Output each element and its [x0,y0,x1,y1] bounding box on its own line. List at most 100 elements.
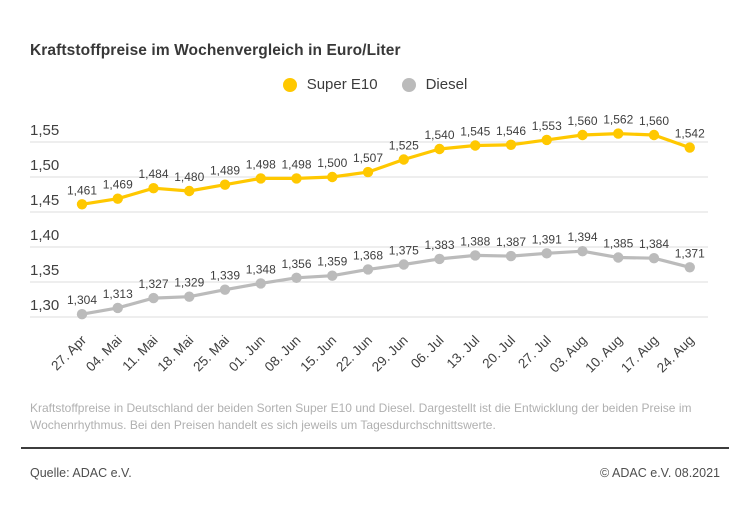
data-point [470,140,481,151]
y-axis-tick: 1,50 [30,157,59,174]
legend-item-diesel: Diesel [401,76,468,93]
x-axis-tick: 15. Jun [297,333,339,375]
data-label: 1,484 [138,167,168,181]
x-axis-tick: 06. Jul [408,333,447,372]
x-axis-tick: 22. Jun [333,333,375,375]
data-label: 1,545 [460,125,490,139]
data-point [327,270,338,281]
data-point [505,250,517,262]
x-axis-tick: 17. Aug [618,333,661,376]
data-point [684,142,695,153]
data-point [398,259,409,270]
data-label: 1,356 [281,257,311,271]
data-point [291,173,302,184]
source-text: Quelle: ADAC e.V. [30,466,132,480]
data-label: 1,339 [210,269,240,283]
data-label: 1,371 [675,246,705,260]
data-point [613,128,624,139]
x-axis-tick: 27. Apr [48,332,89,373]
data-label: 1,507 [353,151,383,165]
data-label: 1,553 [532,119,562,133]
x-axis-tick: 24. Aug [654,333,697,376]
y-axis-tick: 1,35 [30,262,59,279]
data-label: 1,498 [246,157,276,171]
data-point [362,264,374,275]
x-axis-tick: 29. Jun [369,333,411,375]
data-point [148,183,159,194]
data-point [148,292,159,304]
data-label: 1,480 [174,170,204,184]
data-label: 1,500 [317,156,347,170]
data-point [219,179,231,190]
data-point [577,246,588,257]
data-point [541,134,552,146]
data-label: 1,546 [496,124,526,138]
x-axis-tick: 11. Mai [119,333,160,374]
data-label: 1,387 [496,235,526,249]
data-point [255,278,266,289]
x-axis-tick: 25. Mai [190,333,232,375]
x-axis-tick: 03. Aug [547,333,590,376]
data-point [184,185,195,197]
data-label: 1,304 [67,293,97,307]
data-point [76,309,88,320]
data-label: 1,489 [210,164,240,178]
data-label: 1,313 [103,287,133,301]
chart-footnote: Kraftstoffpreise in Deutschland der beid… [30,401,692,433]
x-axis-tick: 18. Mai [154,333,196,375]
data-point [112,302,123,314]
chart-legend: Super E10 Diesel [0,76,750,93]
data-point [112,193,123,204]
data-point [613,252,624,263]
data-label: 1,384 [639,237,669,251]
page-title: Kraftstoffpreise im Wochenvergleich in E… [30,42,401,59]
data-point [219,284,231,295]
data-point [76,199,88,210]
data-point [398,154,409,165]
legend-item-super-e10: Super E10 [282,76,378,93]
data-label: 1,368 [353,248,383,262]
x-axis-tick: 08. Jun [262,333,304,375]
data-point [541,248,552,259]
data-point [291,272,302,283]
series-line-super-e10 [81,132,691,206]
data-point [362,166,374,178]
data-label: 1,498 [281,157,311,171]
data-point [684,262,695,273]
data-label: 1,391 [532,232,562,246]
legend-label-diesel: Diesel [425,76,468,93]
data-point [255,173,266,184]
super-e10-dot-icon [282,77,297,92]
data-label: 1,329 [174,276,204,290]
data-label: 1,348 [246,262,276,276]
data-point [184,291,195,302]
legend-label-super-e10: Super E10 [306,76,378,93]
x-axis-tick: 01. Jun [226,333,268,375]
data-label: 1,525 [389,139,419,153]
copyright-text: © ADAC e.V. 08.2021 [600,466,720,480]
y-axis-tick: 1,55 [30,122,59,139]
data-label: 1,359 [317,255,347,269]
x-axis-tick: 20. Jul [479,333,518,372]
data-label: 1,469 [103,178,133,192]
data-label: 1,542 [675,127,705,141]
data-label: 1,461 [67,183,97,197]
data-label: 1,385 [603,237,633,251]
data-label: 1,375 [389,244,419,258]
data-point [434,253,445,265]
data-label: 1,540 [424,128,454,142]
data-label: 1,383 [424,238,454,252]
data-point [648,253,660,264]
x-axis-tick: 13. Jul [444,333,483,372]
data-label: 1,562 [603,113,633,127]
y-axis-tick: 1,45 [30,192,59,209]
data-label: 1,560 [567,114,597,128]
x-axis-tick: 10. Aug [582,333,625,376]
data-label: 1,560 [639,114,669,128]
footer-divider [21,447,729,449]
data-label: 1,327 [138,277,168,291]
data-point [327,171,338,183]
data-label: 1,394 [567,230,597,244]
y-axis-tick: 1,30 [30,297,59,314]
